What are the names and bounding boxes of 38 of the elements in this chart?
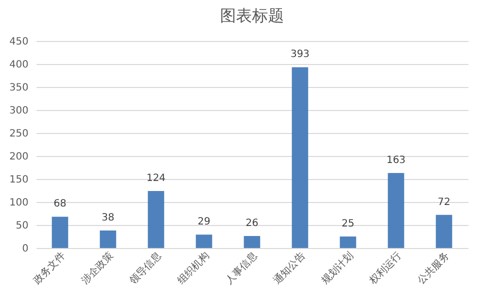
- bar: [100, 230, 116, 248]
- data-label: 124: [146, 172, 166, 184]
- y-tick-label: 400: [9, 60, 28, 70]
- data-label: 68: [54, 198, 66, 210]
- chart-title: 图表标题: [220, 6, 284, 25]
- x-tick-label: 人事信息: [223, 250, 260, 287]
- bar: [244, 236, 260, 248]
- y-tick-label: 250: [9, 128, 28, 140]
- x-tick-label: 涉企政策: [79, 250, 116, 287]
- y-tick-label: 150: [9, 174, 28, 186]
- x-tick-label: 规划计划: [319, 250, 356, 287]
- bar: [340, 236, 356, 248]
- data-label: 29: [198, 216, 210, 228]
- x-tick-label: 权利运行: [366, 250, 404, 288]
- y-tick-label: 0: [22, 244, 28, 254]
- bar: [52, 216, 68, 248]
- x-tick-label: 公共服务: [415, 250, 452, 287]
- x-tick-label: 领导信息: [127, 250, 164, 287]
- data-label: 26: [246, 218, 258, 230]
- bar: [388, 173, 404, 248]
- y-tick-label: 300: [9, 106, 28, 116]
- y-tick-label: 50: [16, 220, 28, 232]
- y-tick-label: 350: [9, 82, 28, 94]
- bar: [148, 190, 164, 248]
- y-tick-label: 100: [9, 198, 28, 208]
- data-label: 163: [386, 155, 406, 166]
- x-tick-label: 通知公告: [271, 250, 308, 287]
- bar: [292, 67, 308, 248]
- x-tick-label: 组织机构: [175, 250, 212, 287]
- data-label: 25: [342, 218, 354, 230]
- data-label: 393: [290, 49, 310, 60]
- bar: [196, 234, 212, 248]
- y-tick-label: 450: [9, 36, 28, 48]
- x-tick-label: 政务文件: [31, 250, 68, 287]
- bar: [436, 214, 452, 248]
- data-label: 72: [438, 196, 450, 208]
- y-tick-label: 200: [9, 152, 28, 162]
- data-label: 38: [102, 212, 114, 224]
